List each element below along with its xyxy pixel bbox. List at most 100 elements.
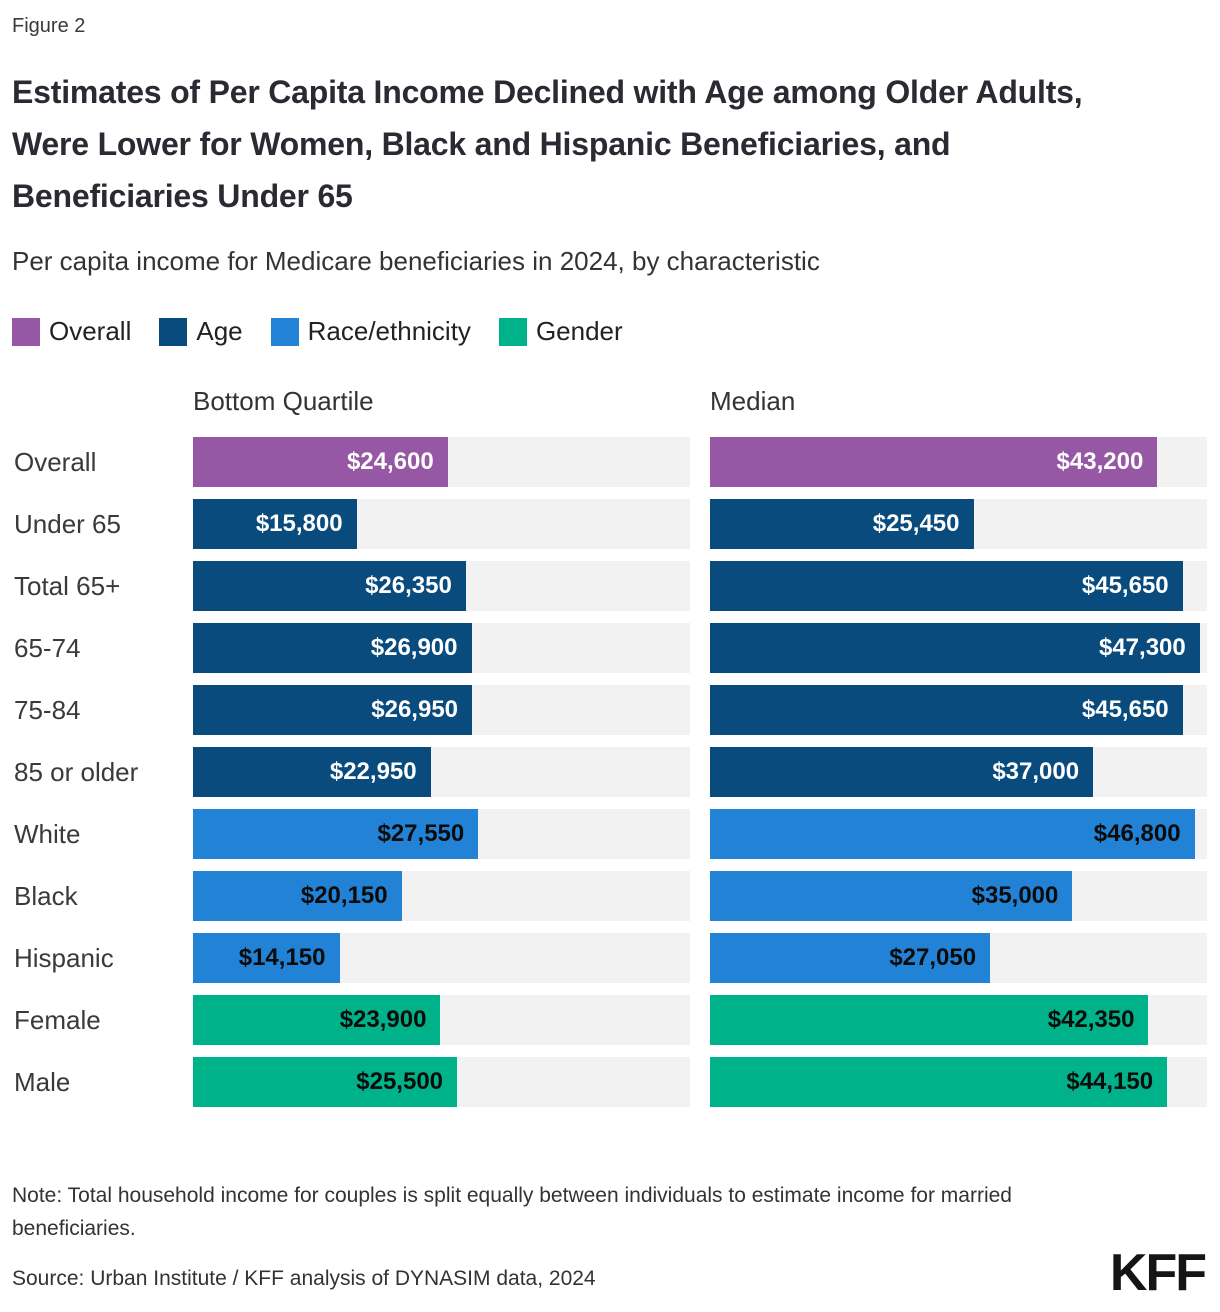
column-header-bottom-quartile: Bottom Quartile <box>193 386 374 416</box>
column-headers: Bottom Quartile Median <box>12 387 1207 415</box>
bar-chart: Overall $24,600 $43,200 Under 65 $15,800… <box>12 431 1207 1113</box>
bar-bottom-quartile: $25,500 <box>193 1057 458 1107</box>
bar-track: $27,550 <box>193 809 690 859</box>
row-label: White <box>14 818 81 849</box>
bar-median: $44,150 <box>710 1057 1168 1107</box>
bar-value-label: $23,900 <box>339 1006 427 1033</box>
chart-subtitle: Per capita income for Medicare beneficia… <box>12 246 820 276</box>
bar-track: $15,800 <box>193 499 690 549</box>
bar-track: $42,350 <box>710 995 1207 1045</box>
bar-value-label: $37,000 <box>992 758 1080 785</box>
bar-median: $27,050 <box>710 933 991 983</box>
chart-row-black: Black $20,150 $35,000 <box>12 865 1207 927</box>
column-header-median: Median <box>710 386 796 416</box>
bar-track: $24,600 <box>193 437 690 487</box>
legend-label-gender: Gender <box>535 316 623 346</box>
chart-row-75-84: 75-84 $26,950 $45,650 <box>12 679 1207 741</box>
bar-track: $43,200 <box>710 437 1207 487</box>
bar-value-label: $14,150 <box>238 944 326 971</box>
bar-value-label: $47,300 <box>1098 634 1186 661</box>
bar-track: $22,950 <box>193 747 690 797</box>
bar-bottom-quartile: $26,950 <box>193 685 473 735</box>
bar-median: $43,200 <box>710 437 1158 487</box>
bar-track: $35,000 <box>710 871 1207 921</box>
bar-value-label: $25,500 <box>356 1068 444 1095</box>
footer: Source: Urban Institute / KFF analysis o… <box>12 1247 1207 1299</box>
bar-track: $26,350 <box>193 561 690 611</box>
bar-track: $14,150 <box>193 933 690 983</box>
bar-bottom-quartile: $26,900 <box>193 623 472 673</box>
row-label: Female <box>14 1004 101 1035</box>
bar-median: $25,450 <box>710 499 974 549</box>
bar-value-label: $27,050 <box>889 944 977 971</box>
bar-value-label: $26,900 <box>370 634 458 661</box>
bar-track: $23,900 <box>193 995 690 1045</box>
row-label: Total 65+ <box>14 570 121 601</box>
bar-value-label: $46,800 <box>1093 820 1181 847</box>
bar-value-label: $43,200 <box>1056 448 1144 475</box>
bar-value-label: $44,150 <box>1066 1068 1154 1095</box>
chart-row-85-or-older: 85 or older $22,950 $37,000 <box>12 741 1207 803</box>
chart-row-65-74: 65-74 $26,900 $47,300 <box>12 617 1207 679</box>
row-label: Overall <box>14 446 97 477</box>
legend-item-race-ethnicity: Race/ethnicity <box>270 316 471 347</box>
legend-label-overall: Overall <box>49 316 132 346</box>
bar-value-label: $24,600 <box>346 448 434 475</box>
bar-value-label: $45,650 <box>1081 572 1169 599</box>
bar-track: $26,900 <box>193 623 690 673</box>
bar-value-label: $45,650 <box>1081 696 1169 723</box>
row-label: Male <box>14 1066 71 1097</box>
chart-row-male: Male $25,500 $44,150 <box>12 1051 1207 1113</box>
bar-bottom-quartile: $15,800 <box>193 499 357 549</box>
legend-swatch-overall <box>12 317 40 346</box>
chart-row-white: White $27,550 $46,800 <box>12 803 1207 865</box>
row-label: 75-84 <box>14 694 81 725</box>
bar-value-label: $26,950 <box>371 696 459 723</box>
legend-label-race-ethnicity: Race/ethnicity <box>307 316 471 346</box>
legend-swatch-gender <box>498 317 527 346</box>
chart-row-under-65: Under 65 $15,800 $25,450 <box>12 493 1207 555</box>
legend-label-age: Age <box>196 316 243 346</box>
chart-row-female: Female $23,900 $42,350 <box>12 989 1207 1051</box>
bar-track: $27,050 <box>710 933 1207 983</box>
bar-value-label: $15,800 <box>255 510 343 537</box>
legend-item-age: Age <box>159 316 243 347</box>
bar-bottom-quartile: $26,350 <box>193 561 466 611</box>
bar-value-label: $20,150 <box>300 882 388 909</box>
bar-track: $45,650 <box>710 685 1207 735</box>
bar-median: $46,800 <box>710 809 1195 859</box>
chart-title: Estimates of Per Capita Income Declined … <box>12 74 1083 214</box>
row-label: 85 or older <box>14 756 139 787</box>
bar-value-label: $22,950 <box>329 758 417 785</box>
legend-swatch-age <box>159 317 188 346</box>
legend-item-gender: Gender <box>498 316 623 347</box>
bar-bottom-quartile: $24,600 <box>193 437 448 487</box>
bar-median: $47,300 <box>710 623 1200 673</box>
row-label: Black <box>14 880 78 911</box>
bar-track: $44,150 <box>710 1057 1207 1107</box>
bar-track: $25,500 <box>193 1057 690 1107</box>
legend: Overall Age Race/ethnicity Gender <box>12 316 1207 347</box>
bar-track: $47,300 <box>710 623 1207 673</box>
bar-bottom-quartile: $22,950 <box>193 747 431 797</box>
bar-value-label: $27,550 <box>377 820 465 847</box>
chart-row-hispanic: Hispanic $14,150 $27,050 <box>12 927 1207 989</box>
bar-bottom-quartile: $23,900 <box>193 995 441 1045</box>
bar-bottom-quartile: $14,150 <box>193 933 340 983</box>
bar-track: $46,800 <box>710 809 1207 859</box>
bar-value-label: $26,350 <box>365 572 452 599</box>
legend-item-overall: Overall <box>12 316 131 347</box>
bar-median: $42,350 <box>710 995 1149 1045</box>
legend-swatch-race-ethnicity <box>270 317 299 346</box>
bar-value-label: $42,350 <box>1047 1006 1135 1033</box>
bar-track: $25,450 <box>710 499 1207 549</box>
bar-median: $45,650 <box>710 561 1183 611</box>
note-text: Note: Total household income for couples… <box>12 1184 1012 1240</box>
row-label: Under 65 <box>14 508 121 539</box>
chart-row-total-65: Total 65+ $26,350 $45,650 <box>12 555 1207 617</box>
source-text: Source: Urban Institute / KFF analysis o… <box>12 1267 596 1291</box>
bar-median: $37,000 <box>710 747 1094 797</box>
figure-label: Figure 2 <box>12 15 86 37</box>
bar-value-label: $35,000 <box>971 882 1059 909</box>
